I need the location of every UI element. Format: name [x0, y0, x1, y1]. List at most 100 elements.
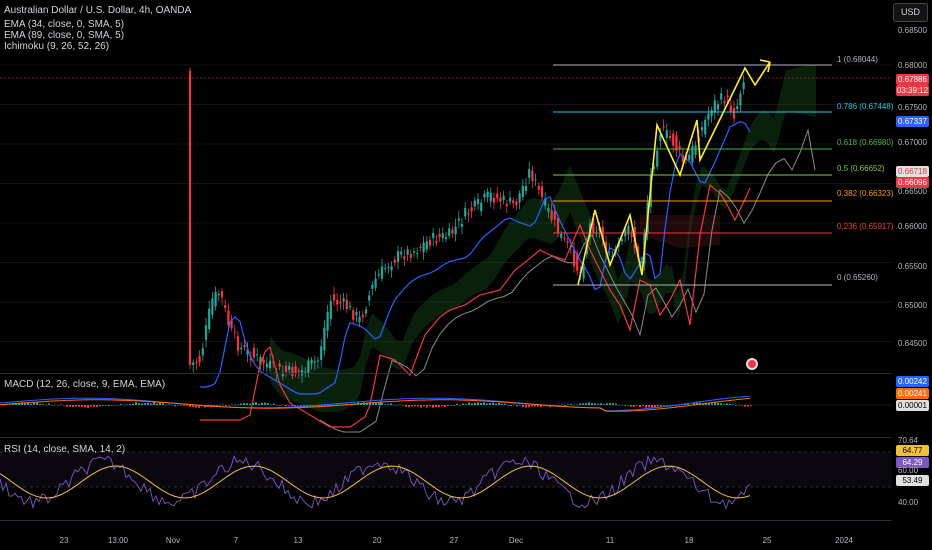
macd-histogram-bar	[603, 404, 605, 405]
countdown-tag: 03:39:12	[896, 85, 929, 96]
macd-histogram-bar	[537, 405, 539, 407]
macd-histogram-bar	[639, 405, 641, 408]
candle-body	[713, 100, 716, 112]
fib-label-0618: 0.618 (0.66980)	[837, 138, 894, 147]
legend-rsi: RSI (14, close, SMA, 14, 2)	[4, 444, 126, 455]
macd-histogram-bar	[420, 405, 422, 408]
drawing-arrowhead	[759, 59, 771, 73]
macd-histogram-bar	[264, 402, 266, 405]
candle-body	[739, 93, 742, 106]
candle-body	[518, 193, 521, 203]
macd-histogram-bar	[66, 405, 68, 407]
macd-histogram-bar	[222, 404, 224, 406]
candle-body	[217, 293, 220, 295]
macd-histogram-bar	[240, 403, 242, 405]
candle-body	[448, 228, 451, 236]
candle-body	[476, 198, 480, 205]
macd-histogram-bar	[171, 404, 173, 406]
candle-body	[419, 246, 422, 248]
candle-body	[240, 347, 243, 350]
candle-body	[483, 193, 486, 198]
candle-body	[544, 198, 547, 206]
macd-histogram-bar	[654, 405, 656, 408]
legend-ema34: EMA (34, close, 0, SMA, 5)	[4, 19, 125, 30]
macd-histogram-bar	[159, 402, 161, 405]
currency-button[interactable]: USD	[893, 3, 928, 22]
candle-body	[284, 365, 288, 372]
macd-histogram-bar	[612, 403, 614, 405]
candle-body	[195, 362, 198, 364]
macd-histogram-bar	[15, 403, 17, 405]
macd-histogram-bar	[750, 405, 752, 406]
candle-body	[364, 309, 368, 314]
macd-histogram-bar	[351, 404, 353, 406]
candle-body	[576, 253, 579, 271]
macd-histogram-bar	[237, 404, 239, 406]
macd-histogram-bar	[156, 403, 158, 405]
date-label: 23	[59, 536, 69, 545]
macd-histogram-bar	[246, 403, 248, 405]
date-label: 18	[684, 536, 694, 545]
macd-histogram-bar	[465, 404, 467, 405]
candle-body	[499, 197, 502, 202]
macd-histogram-bar	[573, 404, 575, 406]
macd-histogram-bar	[609, 403, 611, 405]
ichimoku-cloud-red	[640, 215, 720, 248]
pane-separator-time	[0, 520, 892, 521]
macd-histogram-bar	[393, 405, 395, 406]
candle-body	[688, 154, 691, 160]
pane-separator-rsi[interactable]	[0, 437, 892, 438]
macd-histogram-bar	[48, 403, 50, 405]
candle-body	[198, 355, 201, 363]
macd-histogram-bar	[39, 403, 41, 405]
candle-body	[672, 133, 675, 146]
macd-histogram-bar	[198, 405, 200, 408]
macd-histogram-bar	[21, 402, 23, 405]
candle-body	[368, 295, 371, 301]
macd-histogram-bar	[90, 405, 92, 407]
macd-histogram-bar	[468, 402, 470, 405]
macd-histogram-bar	[192, 405, 194, 407]
macd-histogram-bar	[642, 405, 644, 406]
rsi-axis-label: 60.00	[898, 466, 919, 475]
macd-histogram-bar	[708, 402, 710, 405]
candle-body	[444, 237, 448, 240]
candle-body	[678, 145, 681, 150]
macd-histogram-bar	[384, 404, 386, 405]
candle-body	[345, 299, 348, 310]
date-label: 11	[605, 536, 615, 545]
fib-label-0382: 0.382 (0.66323)	[837, 189, 894, 198]
macd-histogram-bar	[489, 403, 491, 405]
pane-separator-macd[interactable]	[0, 373, 892, 374]
candle-body	[297, 370, 300, 372]
macd-histogram-bar	[714, 402, 716, 405]
macd-histogram-bar	[372, 402, 374, 405]
candle-body	[288, 365, 291, 370]
macd-histogram-bar	[741, 405, 743, 406]
candle-body	[342, 298, 345, 302]
candle-body	[358, 316, 361, 323]
macd-histogram-bar	[60, 404, 62, 406]
macd-histogram-bar	[618, 405, 620, 406]
candle-body	[451, 229, 454, 234]
macd-histogram-bar	[450, 404, 452, 406]
macd-histogram-bar	[606, 403, 608, 405]
candle-body	[524, 185, 528, 191]
candle-body	[208, 308, 211, 330]
macd-histogram-bar	[429, 405, 431, 407]
macd-histogram-bar	[261, 402, 263, 405]
candle-body	[233, 331, 236, 333]
rsi-value-tag: 64.29	[896, 457, 929, 468]
candle-body	[441, 233, 444, 238]
candle-body	[732, 107, 736, 119]
rsi-line	[0, 454, 751, 510]
date-label: Dec	[508, 536, 524, 545]
macd-histogram-bar	[390, 403, 392, 405]
candle-body	[265, 363, 268, 368]
candle-body	[716, 104, 720, 110]
date-label: 7	[233, 536, 239, 545]
macd-histogram-bar	[621, 404, 623, 406]
macd-histogram-bar	[711, 403, 713, 405]
candle-body	[262, 359, 265, 364]
